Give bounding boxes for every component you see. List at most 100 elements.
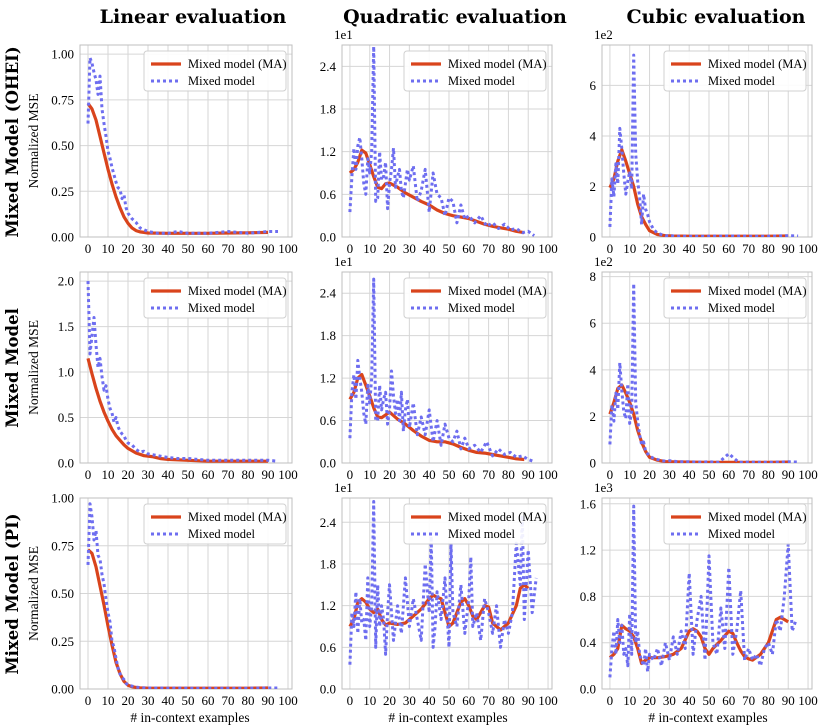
row-title-mixed: Mixed Model (3, 308, 22, 428)
x-tick-label: 80 (762, 241, 775, 256)
y-axis-label: Normalized MSE (26, 546, 41, 641)
y-axis-label: Normalized MSE (26, 320, 41, 415)
legend-label-raw: Mixed model (188, 301, 256, 315)
row-title-ohei: Mixed Model (OHEI) (3, 46, 22, 237)
y-tick-label: 2.4 (320, 515, 337, 530)
x-axis-label-quadratic: # in-context examples (388, 710, 507, 725)
y-tick-label: 0.50 (51, 138, 74, 153)
x-tick-label: 20 (383, 693, 396, 708)
x-tick-label: 0 (347, 693, 354, 708)
x-tick-label: 100 (278, 467, 298, 482)
plot-frame (79, 44, 293, 238)
legend-box (663, 50, 807, 92)
x-tick-label: 70 (482, 241, 495, 256)
y-tick-label: 1.2 (580, 543, 596, 558)
x-tick-label: 0 (85, 467, 92, 482)
x-tick-label: 70 (742, 241, 755, 256)
y-tick-label: 1.2 (320, 144, 336, 159)
x-tick-label: 80 (242, 467, 255, 482)
x-axis-label-linear: # in-context examples (130, 710, 249, 725)
series-group (608, 504, 798, 678)
x-tick-label: 80 (242, 693, 255, 708)
x-tick-label: 60 (202, 467, 215, 482)
legend-box (143, 50, 287, 92)
x-tick-label: 60 (462, 467, 475, 482)
subplot-r1-c1: 0 10 20 30 40 50 60 70 80 90 100 0.0 0.6 1.2 1.8 2.4 1e1… (320, 254, 558, 482)
x-tick-label: 90 (262, 693, 275, 708)
x-tick-label: 90 (262, 241, 275, 256)
x-tick-label: 50 (442, 693, 455, 708)
series-line-ma (86, 358, 268, 463)
x-tick-label: 100 (798, 693, 818, 708)
legend-box (403, 277, 547, 319)
y-tick-label: 0.6 (320, 640, 337, 655)
col-title-linear: Linear evaluation (100, 6, 287, 28)
legend: Mixed model (MA) Mixed model (403, 277, 547, 319)
x-tick-label: 20 (122, 241, 135, 256)
x-tick-label: 50 (702, 693, 715, 708)
y-tick-label: 0.6 (320, 413, 337, 428)
col-title-cubic: Cubic evaluation (627, 6, 806, 28)
legend-box (403, 50, 547, 92)
series-line-raw (348, 500, 538, 665)
x-tick-label: 70 (222, 241, 235, 256)
y-tick-label: 4 (590, 362, 597, 377)
x-tick-label: 100 (798, 241, 818, 256)
legend: Mixed model (MA) Mixed model (663, 277, 807, 319)
series-group (348, 45, 536, 237)
y-tick-label: 1.00 (51, 491, 74, 506)
series-group (608, 53, 799, 237)
x-tick-label: 0 (347, 241, 354, 256)
legend-label-raw: Mixed model (448, 74, 516, 88)
y-tick-label: 2.4 (320, 59, 337, 74)
y-tick-label: 0.0 (58, 456, 74, 471)
x-tick-label: 40 (162, 467, 175, 482)
axis-exponent: 1e2 (594, 27, 613, 42)
subplot-r2-c2: 0 10 20 30 40 50 60 70 80 90 100 0.0 0.4 0.8 1.2 1.61e3… (580, 480, 818, 708)
x-tick-label: 50 (702, 241, 715, 256)
legend: Mixed model (MA) Mixed model (663, 50, 807, 92)
x-tick-label: 70 (222, 467, 235, 482)
x-tick-label: 90 (782, 467, 795, 482)
series-line-ma (86, 548, 269, 689)
x-tick-label: 30 (663, 693, 676, 708)
legend-label-ma: Mixed model (MA) (188, 57, 287, 71)
x-tick-label: 0 (85, 241, 92, 256)
legend-box (143, 277, 287, 319)
x-tick-label: 40 (683, 467, 696, 482)
x-tick-label: 30 (142, 467, 155, 482)
y-tick-label: 0.75 (51, 538, 74, 553)
x-tick-label: 50 (442, 241, 455, 256)
col-title-quadratic: Quadratic evaluation (343, 6, 567, 28)
subplot-r1-c0: 0 10 20 30 40 50 60 70 80 90 100 0.0 0.5 1.0 1.5 2.0 Nor… (26, 271, 298, 482)
x-tick-label: 100 (278, 693, 298, 708)
series-group (348, 500, 538, 665)
y-tick-label: 2.4 (320, 286, 337, 301)
y-tick-label: 1.8 (320, 102, 336, 117)
x-tick-label: 100 (538, 241, 558, 256)
subplot-grid: 0 10 20 30 40 50 60 70 80 90 1000.000.250.500.751.… (26, 27, 818, 708)
legend-label-raw: Mixed model (188, 74, 256, 88)
series-line-raw (608, 282, 799, 463)
row-title-pi: Mixed Model (PI) (3, 513, 22, 674)
x-tick-label: 50 (182, 693, 195, 708)
x-tick-label: 30 (403, 467, 416, 482)
y-tick-label: 0.00 (51, 682, 74, 697)
subplot-r2-c0: 0 10 20 30 40 50 60 70 80 90 100 0.00 0.25 0.50 0.75 1.… (26, 491, 298, 709)
series-line-raw (608, 53, 799, 237)
x-tick-label: 90 (782, 693, 795, 708)
y-tick-label: 6 (590, 78, 597, 93)
series-group (348, 277, 535, 463)
y-tick-label: 1.0 (58, 365, 74, 380)
legend-label-ma: Mixed model (MA) (188, 510, 287, 524)
x-tick-label: 20 (643, 241, 656, 256)
x-tick-label: 60 (462, 693, 475, 708)
x-tick-label: 70 (742, 467, 755, 482)
legend: Mixed model (MA) Mixed model (403, 503, 547, 545)
x-tick-label: 60 (202, 693, 215, 708)
legend-label-ma: Mixed model (MA) (448, 284, 547, 298)
legend-label-raw: Mixed model (708, 301, 776, 315)
x-tick-label: 10 (102, 241, 115, 256)
x-tick-label: 80 (502, 467, 515, 482)
x-tick-label: 40 (423, 241, 436, 256)
